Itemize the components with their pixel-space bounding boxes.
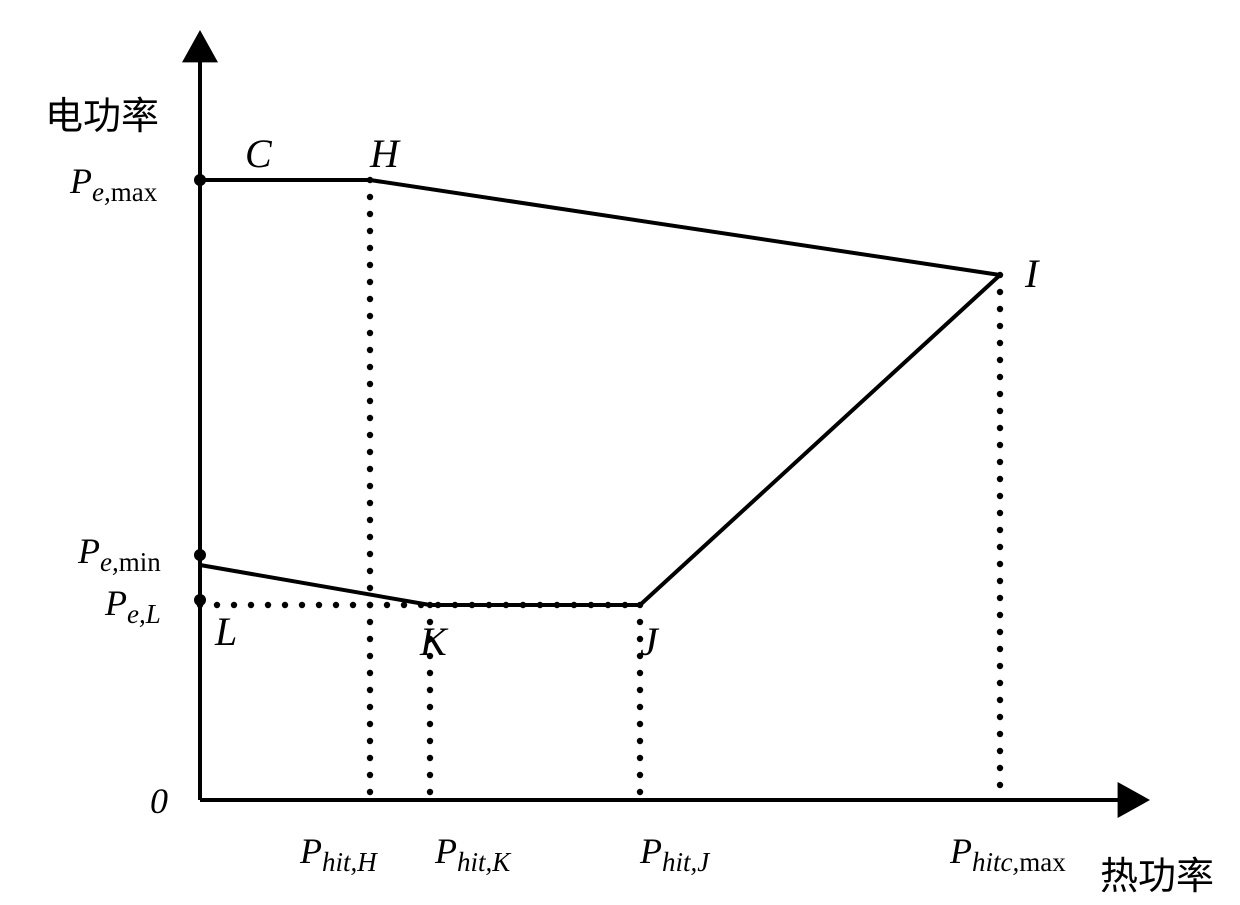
point-l-label: L (215, 608, 237, 655)
x-axis-label: 热功率 (1100, 845, 1214, 900)
phith-main: P (300, 831, 322, 871)
phitcmax-main: P (950, 831, 972, 871)
pemax-main: P (70, 161, 92, 201)
point-c-label: C (245, 130, 272, 177)
phitk-sub: hit,K (457, 847, 510, 877)
phitj-label: Phit,J (640, 830, 709, 878)
pemax-label: Pe,max (70, 160, 157, 208)
pemin-main: P (78, 531, 100, 571)
pemin-label: Pe,min (78, 530, 161, 578)
point-i-label: I (1025, 250, 1038, 297)
pemin-sub2: min (119, 547, 161, 577)
point-k-label: K (420, 618, 447, 665)
y-axis-label: 电功率 (45, 85, 159, 140)
diagram-svg (0, 0, 1240, 905)
origin-label: 0 (150, 780, 168, 822)
phitk-main: P (435, 831, 457, 871)
point-h-label: H (370, 130, 399, 177)
phitj-sub: hit,J (662, 847, 709, 877)
phith-sub: hit,H (322, 847, 377, 877)
pemax-sub2: max (111, 177, 158, 207)
phitj-main: P (640, 831, 662, 871)
phitk-label: Phit,K (435, 830, 510, 878)
phith-label: Phit,H (300, 830, 377, 878)
pel-sub: e,L (127, 599, 161, 629)
phitcmax-sub2: max (1019, 847, 1066, 877)
pel-main: P (105, 583, 127, 623)
pemax-sub: e, (92, 177, 111, 207)
pemin-sub: e, (100, 547, 119, 577)
phitcmax-sub: hitc, (972, 847, 1019, 877)
diagram-container: 电功率 热功率 0 C H I J K L Pe,max Pe,min Pe,L… (0, 0, 1240, 905)
phitcmax-label: Phitc,max (950, 830, 1066, 878)
pel-label: Pe,L (105, 582, 161, 630)
point-j-label: J (640, 618, 658, 665)
